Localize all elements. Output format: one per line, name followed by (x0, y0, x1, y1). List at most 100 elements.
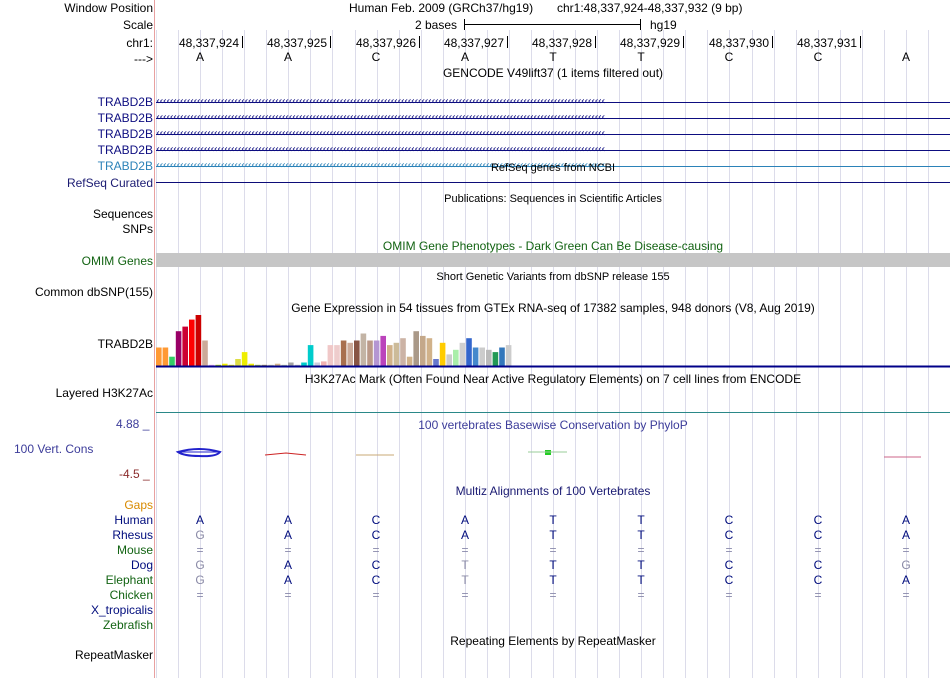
gencode-transcript-line[interactable] (156, 118, 950, 119)
gtex-tissue-bar (228, 364, 235, 366)
refseq-line[interactable] (156, 182, 950, 183)
alignment-base: T (637, 573, 645, 587)
phylop-conservation-plot[interactable] (156, 430, 950, 480)
ruler-base: C (724, 50, 734, 64)
repeatmasker-track-label[interactable]: RepeatMasker (74, 648, 153, 662)
multiz-track-title: Multiz Alignments of 100 Vertebrates (455, 484, 651, 498)
omim-gene-bar[interactable] (156, 253, 950, 267)
species-label[interactable]: Human (114, 513, 153, 527)
gencode-transcript-label[interactable]: TRABD2B (97, 111, 153, 125)
ruler-base: A (901, 50, 910, 64)
gtex-tissue-bar (294, 364, 301, 366)
gtex-tissue-bar (354, 340, 360, 366)
alignment-base: C (724, 528, 734, 542)
scale-label: Scale (122, 18, 153, 32)
gencode-transcript-line[interactable] (156, 166, 950, 167)
alignment-base: A (283, 513, 292, 527)
gtex-tissue-bar (241, 352, 248, 366)
gencode-transcript-line[interactable] (156, 134, 950, 135)
gencode-transcript-line[interactable] (156, 102, 950, 103)
ruler-base: A (283, 50, 292, 64)
alignment-base: G (901, 558, 911, 572)
gtex-tissue-bar (393, 342, 400, 366)
alignment-base: A (460, 528, 469, 542)
gtex-tissue-bar (420, 335, 426, 366)
species-label[interactable]: Elephant (105, 573, 153, 587)
species-label[interactable]: Mouse (116, 543, 153, 557)
gtex-tissue-bar (367, 340, 373, 366)
gtex-tissue-bar (162, 347, 169, 366)
refseq-track-label[interactable]: RefSeq Curated (66, 176, 153, 190)
gtex-tissue-bar (327, 345, 334, 366)
gtex-tissue-bar (400, 338, 406, 366)
omim-track-label[interactable]: OMIM Genes (81, 254, 153, 268)
species-label[interactable]: X_tropicalis (90, 603, 153, 617)
gtex-tissue-bar (453, 349, 459, 366)
alignment-base: C (371, 573, 381, 587)
alignment-base: = (372, 588, 380, 602)
scale-bar-right-cap (640, 19, 641, 30)
ruler-base: C (813, 50, 823, 64)
omim-track-title: OMIM Gene Phenotypes - Dark Green Can Be… (382, 239, 724, 253)
h3k27ac-baseline (156, 412, 950, 413)
gaps-label[interactable]: Gaps (124, 498, 153, 512)
gencode-strand-arrows: ‹‹‹‹‹‹‹‹‹‹‹‹‹‹‹‹‹‹‹‹‹‹‹‹‹‹‹‹‹‹‹‹‹‹‹‹‹‹‹‹… (156, 160, 605, 171)
alignment-base: C (371, 558, 381, 572)
gtex-tissue-bar (505, 345, 512, 366)
gencode-transcript-label[interactable]: TRABD2B (97, 159, 153, 173)
window-position-label: Window Position (64, 1, 153, 15)
alignment-base: T (637, 513, 645, 527)
gtex-bar-chart[interactable] (156, 314, 950, 370)
gtex-tissue-bar (459, 342, 466, 366)
publications-snps-label[interactable]: SNPs (122, 222, 153, 236)
alignment-base: = (461, 543, 469, 557)
alignment-base: C (724, 573, 734, 587)
species-label[interactable]: Dog (130, 558, 153, 572)
species-label[interactable]: Zebrafish (102, 618, 153, 632)
gtex-tissue-bar (321, 361, 327, 366)
gencode-transcript-label[interactable]: TRABD2B (97, 95, 153, 109)
species-label[interactable]: Chicken (109, 588, 153, 602)
species-label[interactable]: Rhesus (112, 528, 153, 542)
gtex-tissue-bar (446, 354, 452, 366)
ruler-tick (419, 36, 420, 48)
alignment-base: G (195, 558, 205, 572)
gtex-tissue-bar (387, 345, 393, 366)
alignment-base: = (902, 543, 910, 557)
alignment-base: G (195, 573, 205, 587)
alignment-base: C (371, 513, 381, 527)
gtex-tissue-bar (208, 364, 215, 366)
phylop-min-label: -4.5 _ (119, 467, 150, 481)
gtex-tissue-bar (360, 333, 367, 366)
ruler-base: A (460, 50, 469, 64)
h3k27ac-track-label[interactable]: Layered H3K27Ac (55, 386, 153, 400)
scale-text: 2 bases (415, 18, 458, 32)
alignment-base: C (813, 558, 823, 572)
refseq-track-title: RefSeq genes from NCBI (490, 162, 616, 174)
alignment-base: C (813, 528, 823, 542)
alignment-base: T (549, 528, 557, 542)
alignment-base: C (813, 513, 823, 527)
scale-bar (464, 24, 640, 25)
gencode-transcript-line[interactable] (156, 150, 950, 151)
position-readout: chr1:48,337,924-48,337,932 (9 bp) (557, 1, 743, 15)
gtex-tissue-bar (175, 331, 182, 366)
gtex-tissue-bar (486, 349, 492, 366)
gtex-tissue-bar (222, 363, 228, 366)
ruler-tick (772, 36, 773, 48)
gencode-transcript-label[interactable]: TRABD2B (97, 127, 153, 141)
ruler-tick-label: 48,337,924 (178, 36, 239, 50)
gtex-track-title: Gene Expression in 54 tissues from GTEx … (291, 301, 815, 315)
dbsnp-track-title: Short Genetic Variants from dbSNP releas… (436, 271, 670, 283)
publications-sequences-label[interactable]: Sequences (92, 207, 153, 221)
alignment-base: C (813, 573, 823, 587)
gtex-tissue-bar (268, 364, 274, 366)
gtex-tissue-bar (281, 364, 287, 366)
phylop-track-label[interactable]: 100 Vert. Cons (14, 442, 94, 456)
gencode-transcript-label[interactable]: TRABD2B (97, 143, 153, 157)
dbsnp-track-label[interactable]: Common dbSNP(155) (34, 285, 153, 299)
ruler-tick-label: 48,337,927 (443, 36, 504, 50)
ruler-tick-label: 48,337,931 (796, 36, 857, 50)
gtex-track-label[interactable]: TRABD2B (97, 337, 153, 351)
